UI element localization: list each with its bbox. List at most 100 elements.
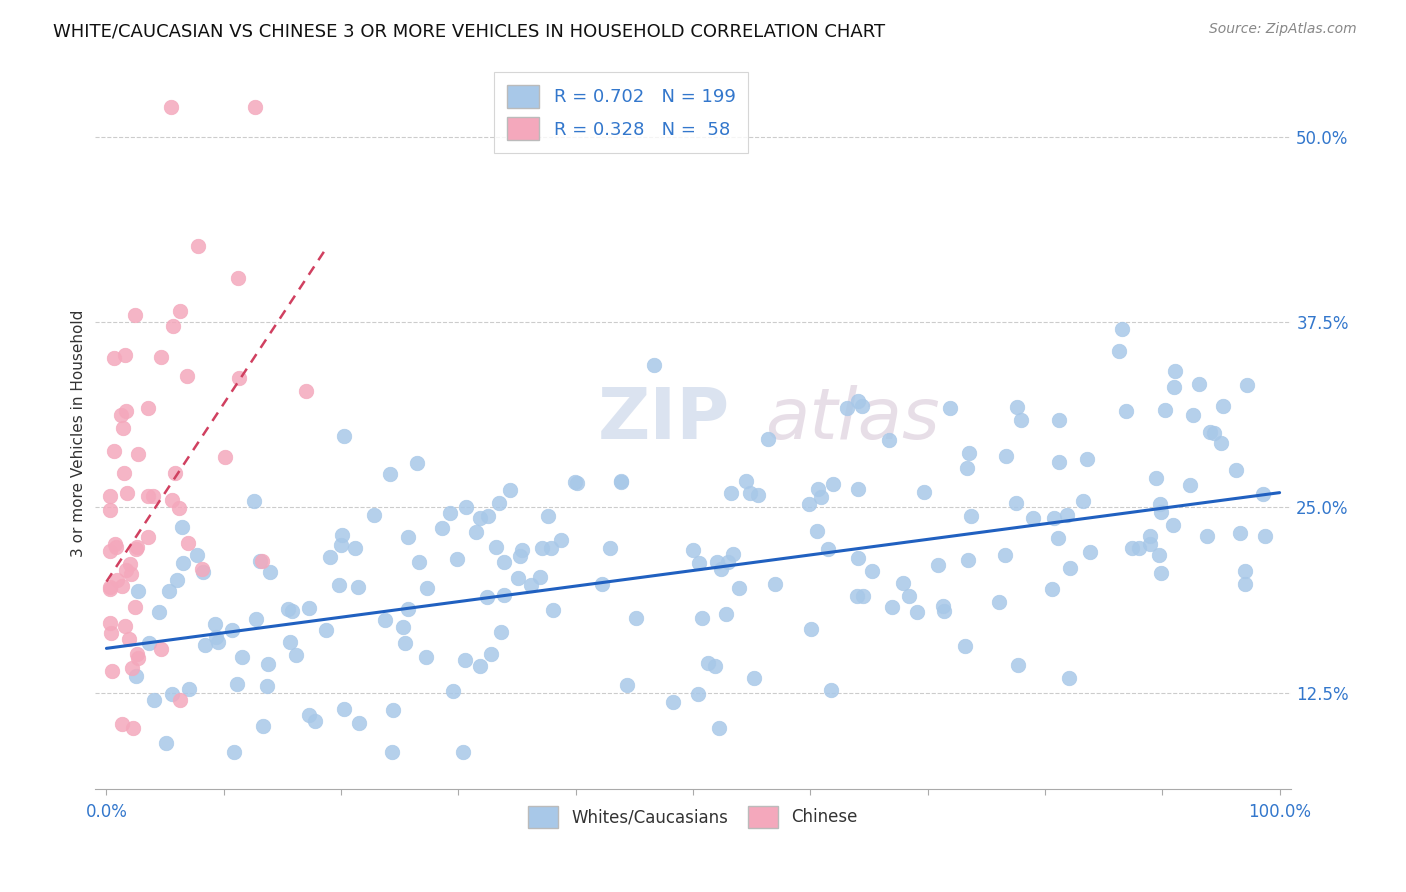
Point <box>277 601 299 615</box>
Point <box>155 736 177 750</box>
Point <box>845 589 868 603</box>
Point <box>191 562 214 576</box>
Point <box>484 540 506 554</box>
Point <box>396 529 419 543</box>
Point <box>148 605 170 619</box>
Point <box>177 681 200 696</box>
Point <box>125 541 148 555</box>
Point <box>716 607 738 621</box>
Point <box>492 588 515 602</box>
Point <box>835 401 858 415</box>
Point <box>408 555 430 569</box>
Point <box>537 509 560 524</box>
Point <box>488 496 510 510</box>
Point <box>381 745 404 759</box>
Point <box>104 537 127 551</box>
Point <box>165 466 187 480</box>
Point <box>464 524 486 539</box>
Point <box>115 563 138 577</box>
Point <box>520 578 543 592</box>
Point <box>162 687 184 701</box>
Point <box>1182 408 1205 422</box>
Point <box>1149 497 1171 511</box>
Point <box>727 581 749 595</box>
Point <box>738 485 761 500</box>
Point <box>1059 561 1081 575</box>
Point <box>416 581 439 595</box>
Point <box>506 571 529 585</box>
Point <box>363 508 385 522</box>
Point <box>177 536 200 550</box>
Point <box>142 489 165 503</box>
Point <box>136 530 159 544</box>
Point <box>1225 463 1247 477</box>
Point <box>243 494 266 508</box>
Point <box>599 541 621 555</box>
Point <box>176 369 198 384</box>
Point <box>160 493 183 508</box>
Point <box>114 619 136 633</box>
Point <box>169 303 191 318</box>
Point <box>912 485 935 500</box>
Point <box>541 603 564 617</box>
Point <box>1164 363 1187 377</box>
Point <box>800 622 823 636</box>
Point <box>159 584 181 599</box>
Point <box>1040 582 1063 596</box>
Point <box>1195 529 1218 543</box>
Point <box>194 638 217 652</box>
Point <box>214 450 236 464</box>
Point <box>118 632 141 647</box>
Point <box>846 394 869 409</box>
Point <box>1233 577 1256 591</box>
Point <box>1253 529 1275 543</box>
Point <box>492 555 515 569</box>
Point <box>1202 426 1225 441</box>
Point <box>957 446 980 460</box>
Point <box>381 703 404 717</box>
Point <box>742 671 765 685</box>
Point <box>100 625 122 640</box>
Point <box>1154 402 1177 417</box>
Point <box>328 578 350 592</box>
Point <box>550 533 572 548</box>
Point <box>439 506 461 520</box>
Point <box>204 630 226 644</box>
Point <box>1178 477 1201 491</box>
Point <box>686 687 709 701</box>
Point <box>124 600 146 615</box>
Point <box>298 601 321 615</box>
Point <box>149 641 172 656</box>
Point <box>304 714 326 728</box>
Point <box>249 554 271 568</box>
Point <box>191 565 214 579</box>
Point <box>222 745 245 759</box>
Legend: Whites/Caucasians, Chinese: Whites/Caucasians, Chinese <box>522 799 865 834</box>
Point <box>125 541 148 556</box>
Point <box>1071 494 1094 508</box>
Point <box>1128 541 1150 556</box>
Point <box>721 547 744 561</box>
Point <box>186 549 208 563</box>
Point <box>529 570 551 584</box>
Y-axis label: 3 or more Vehicles in Household: 3 or more Vehicles in Household <box>72 310 86 557</box>
Point <box>207 634 229 648</box>
Point <box>98 544 121 558</box>
Point <box>252 718 274 732</box>
Point <box>1147 548 1170 562</box>
Text: atlas: atlas <box>765 384 939 454</box>
Point <box>1163 380 1185 394</box>
Point <box>98 615 121 630</box>
Point <box>169 693 191 707</box>
Point <box>454 500 477 515</box>
Point <box>138 636 160 650</box>
Text: WHITE/CAUCASIAN VS CHINESE 3 OR MORE VEHICLES IN HOUSEHOLD CORRELATION CHART: WHITE/CAUCASIAN VS CHINESE 3 OR MORE VEH… <box>53 22 886 40</box>
Point <box>204 617 226 632</box>
Point <box>994 449 1017 463</box>
Point <box>491 624 513 639</box>
Point <box>1188 377 1211 392</box>
Point <box>1078 545 1101 559</box>
Point <box>415 650 437 665</box>
Point <box>610 475 633 490</box>
Point <box>136 489 159 503</box>
